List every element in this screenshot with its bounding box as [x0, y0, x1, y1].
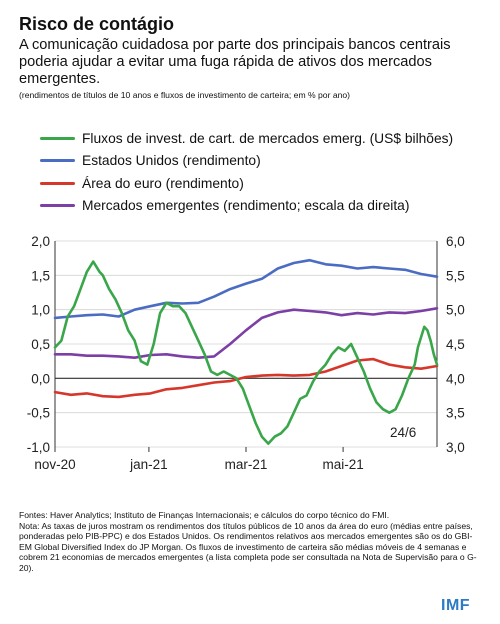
notes: Fontes: Haver Analytics; Instituto de Fi… [19, 510, 484, 574]
legend-item-em: Mercados emergentes (rendimento; escala … [40, 195, 453, 218]
y-left-tick-label: -0,5 [27, 406, 50, 421]
series-line-1 [53, 258, 439, 320]
legend-swatch-em [40, 204, 75, 208]
chart-title: Risco de contágio [19, 14, 175, 34]
legend-label-flows: Fluxos de invest. de cart. de mercados e… [82, 130, 454, 146]
legend-swatch-us [40, 159, 75, 163]
line-chart: -1,0 3,0 -0,5 3,5 0,0 4,0 0,5 4,5 1,0 5,0 1,5 5,5 2,… [27, 234, 465, 472]
y-left-tick-label: 1,5 [31, 268, 50, 283]
y-left-tick-label: 0,5 [31, 337, 50, 352]
y-right-tick-label: 5,5 [446, 268, 465, 283]
series-line-0 [53, 260, 439, 445]
y-left-tick-label: 1,0 [31, 303, 50, 318]
y-right-tick-label: 4,0 [446, 371, 465, 386]
y-left-tick-label: -1,0 [27, 440, 50, 455]
legend-item-flows: Fluxos de invest. de cart. de mercados e… [40, 127, 453, 150]
x-tick-label: nov-20 [34, 457, 75, 472]
legend-label-us: Estados Unidos (rendimento) [82, 153, 261, 169]
x-tick-label: jan-21 [129, 457, 168, 472]
imf-logo: IMF [441, 597, 471, 614]
y-right-tick-label: 3,5 [446, 406, 465, 421]
y-right-tick-label: 4,5 [446, 337, 465, 352]
date-annotation: 24/6 [390, 425, 416, 440]
sources-text: Fontes: Haver Analytics; Instituto de Fi… [19, 510, 390, 520]
x-tick-label: mai-21 [322, 457, 363, 472]
y-right-tick-label: 3,0 [446, 440, 465, 455]
legend-swatch-flows [40, 136, 75, 140]
y-right-tick-label: 6,0 [446, 234, 465, 249]
legend-item-us: Estados Unidos (rendimento) [40, 150, 453, 173]
units-note: (rendimentos de títulos de 10 anos e flu… [19, 90, 351, 100]
series-line-3 [53, 307, 439, 359]
y-left-tick-label: 0,0 [31, 371, 50, 386]
series-line-2 [53, 357, 439, 399]
y-left-tick-label: 2,0 [31, 234, 50, 249]
y-right-tick-label: 5,0 [446, 303, 465, 318]
legend-swatch-euro [40, 181, 75, 185]
x-tick-label: mar-21 [225, 457, 268, 472]
legend-label-em: Mercados emergentes (rendimento; escala … [82, 198, 410, 214]
chart-subtitle: A comunicação cuidadosa por parte dos pr… [19, 37, 451, 87]
legend-item-euro: Área do euro (rendimento) [40, 172, 453, 195]
legend: Fluxos de invest. de cart. de mercados e… [40, 127, 453, 217]
note-text: Nota: As taxas de juros mostram os rendi… [19, 520, 477, 573]
legend-label-euro: Área do euro (rendimento) [82, 175, 244, 191]
